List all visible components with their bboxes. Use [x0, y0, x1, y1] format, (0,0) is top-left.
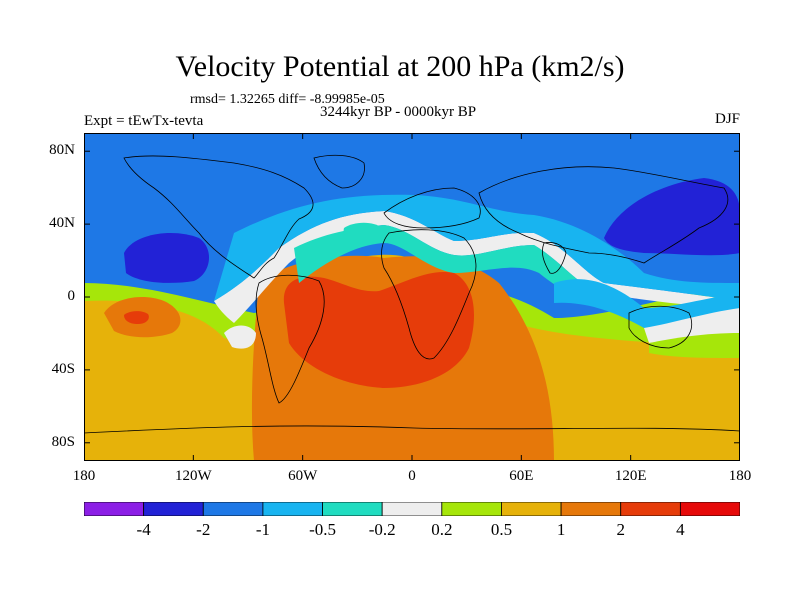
- south-atlantic-white: [224, 325, 256, 349]
- colorbar-level-label: -1: [255, 520, 270, 539]
- x-tick-label: 180: [728, 468, 752, 484]
- experiment-label: Expt = tEwTx-tevta: [84, 113, 204, 129]
- y-tick-label: 40S: [51, 360, 75, 377]
- colorbar-level-label: -4: [136, 520, 151, 539]
- australia-coast: [628, 305, 693, 349]
- y-tick-label: 80S: [51, 433, 75, 450]
- colorbar-swatch: [84, 502, 145, 516]
- indian-ocean-band-green: [649, 333, 740, 358]
- colorbar-swatch: [262, 502, 323, 516]
- colorbar-level-label: -0.2: [368, 520, 396, 539]
- colorbar-level-label: 1: [556, 520, 566, 539]
- asia-coast: [478, 166, 729, 264]
- south-pacific-core: [124, 311, 149, 324]
- colorbar-swatch: [322, 502, 383, 516]
- colorbar-level-label: 0.5: [490, 520, 513, 539]
- colorbar-level-label: -2: [196, 520, 211, 539]
- period-label: 3244kyr BP - 0000kyr BP: [320, 104, 477, 120]
- south-america-coast: [255, 274, 325, 404]
- x-tick-label: 60E: [509, 468, 534, 484]
- y-tick-label: 40N: [49, 215, 75, 232]
- europe-coast: [383, 187, 481, 229]
- velocity-potential-map: [84, 133, 740, 461]
- colorbar-level-label: 4: [676, 520, 685, 539]
- north-atlantic-teal-blob: [343, 222, 383, 243]
- y-tick-label: 80N: [49, 142, 75, 159]
- north-america-coast: [123, 155, 314, 279]
- colorbar-swatch: [381, 502, 443, 516]
- field-positive-2-core: [283, 272, 474, 388]
- greenland-coast: [313, 154, 365, 189]
- colorbar-level-label: -0.5: [309, 520, 336, 539]
- antarctica-coast: [84, 425, 740, 434]
- x-tick-label: 120E: [614, 468, 647, 484]
- colorbar-swatch: [620, 502, 681, 516]
- season-label: DJF: [714, 111, 740, 127]
- field-cyan: [214, 194, 740, 301]
- x-tick-label: 180: [72, 468, 96, 484]
- x-tick-label: 0: [408, 468, 416, 484]
- x-tick-label: 60W: [288, 468, 318, 484]
- north-pacific-west-low: [604, 178, 740, 256]
- stats-text: rmsd= 1.32265 diff= -8.99985e-05: [190, 92, 385, 107]
- colorbar-swatch: [560, 502, 622, 516]
- x-tick-label: 120W: [174, 468, 212, 484]
- colorbar-swatch: [679, 502, 740, 516]
- africa-coast: [381, 229, 477, 360]
- north-pacific-east-low: [124, 233, 210, 283]
- y-tick-label: 0: [67, 288, 76, 304]
- colorbar-swatch: [143, 502, 204, 516]
- map-ticks: [84, 133, 740, 461]
- colorbar-swatch: [441, 502, 502, 516]
- colorbar-level-label: 2: [616, 520, 625, 539]
- colorbar: [84, 502, 740, 516]
- page-title: Velocity Potential at 200 hPa (km2/s): [175, 50, 625, 83]
- indian-ocean-band-cyan: [554, 279, 740, 329]
- field-teal: [294, 225, 604, 302]
- colorbar-swatch: [202, 502, 264, 516]
- colorbar-swatch: [501, 502, 562, 516]
- colorbar-level-label: 0.2: [431, 520, 453, 539]
- india-coast: [542, 242, 567, 274]
- atlantic-small-low: [84, 202, 103, 250]
- coastlines: [84, 154, 740, 434]
